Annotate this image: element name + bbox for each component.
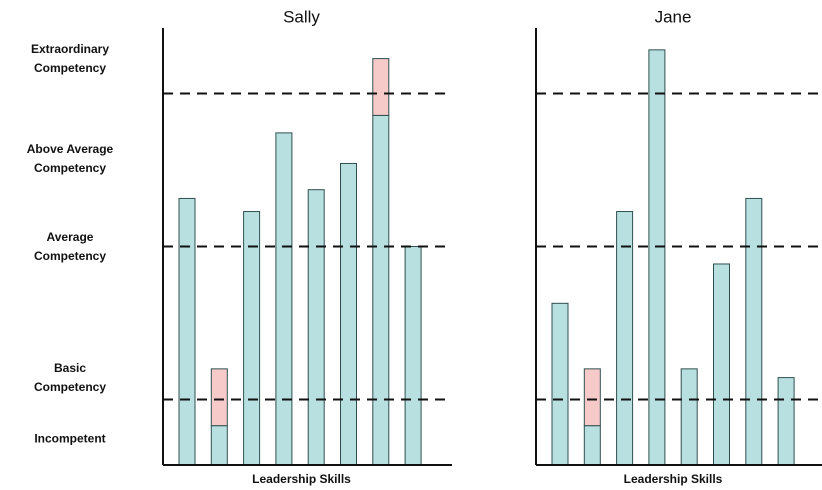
level-label: Extraordinary Competency (30, 41, 110, 75)
bar-segment (616, 211, 634, 466)
bar-segment (404, 246, 422, 466)
bar-segment (713, 263, 730, 466)
chart-title: Jane (655, 7, 692, 26)
bar-segment (372, 58, 390, 116)
bar-segment (210, 368, 228, 427)
bar-segment (275, 132, 293, 466)
level-label: Basic Competency (33, 360, 107, 394)
bar-segment (243, 211, 261, 466)
bar-segment (583, 425, 601, 466)
bar-segment (307, 189, 325, 466)
level-label: Incompetent (34, 431, 106, 446)
x-axis-label: Leadership Skills (624, 472, 723, 486)
bar-segment (583, 368, 601, 427)
bar-segment (745, 197, 763, 466)
chart-title: Sally (283, 7, 320, 26)
x-axis-label: Leadership Skills (252, 472, 351, 486)
bar-segment (372, 114, 390, 466)
bar-segment (340, 162, 357, 466)
bar-segment (210, 425, 228, 466)
bar-segment (178, 197, 196, 466)
bar-segment (648, 49, 666, 466)
bar-segment (777, 377, 795, 466)
level-label: Above Average Competency (26, 142, 114, 176)
level-label: Average Competency (33, 229, 107, 263)
bar-segment (680, 368, 698, 466)
bar-segment (551, 302, 569, 466)
